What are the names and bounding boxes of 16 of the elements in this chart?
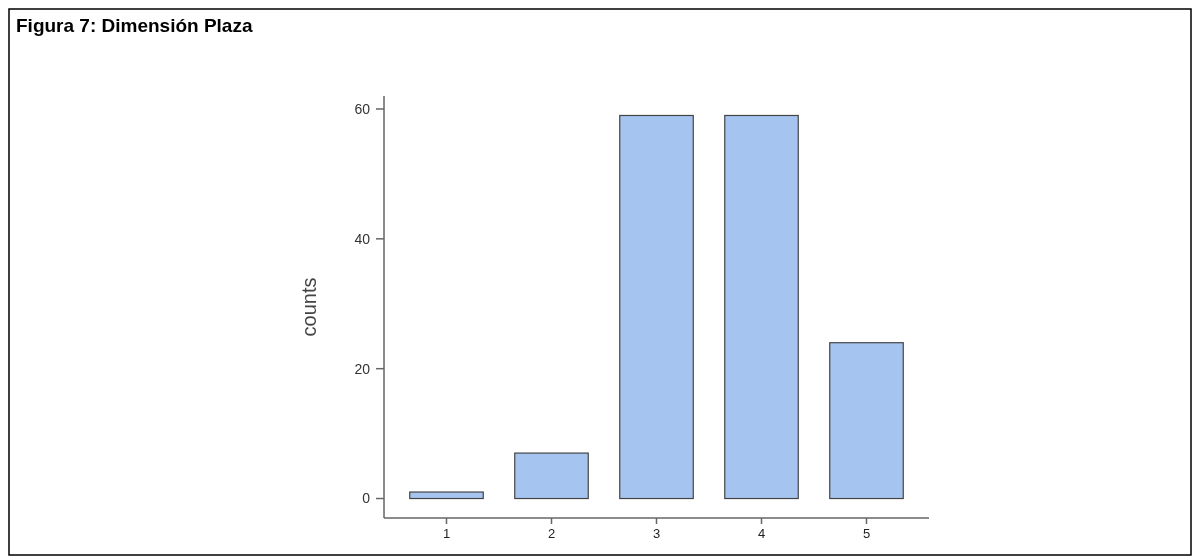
x-tick-label: 5: [862, 526, 871, 541]
x-tick-label: 3: [652, 526, 661, 541]
x-tick-label: 2: [547, 526, 556, 541]
bar: [409, 491, 484, 500]
y-tick-label: 0: [362, 490, 371, 507]
bar: [724, 114, 799, 500]
y-tick-label: 20: [354, 360, 371, 377]
text: Figura 7: Dimensión Plaza: [16, 15, 253, 36]
y-tick-label: 40: [354, 230, 371, 247]
y-tick-label: 60: [354, 100, 371, 117]
x-tick-label: 4: [757, 526, 766, 541]
bar: [514, 452, 589, 500]
x-tick-label: 1: [442, 526, 451, 541]
y-axis-title: counts: [298, 277, 320, 337]
bar: [829, 342, 904, 500]
bar: [619, 114, 694, 500]
